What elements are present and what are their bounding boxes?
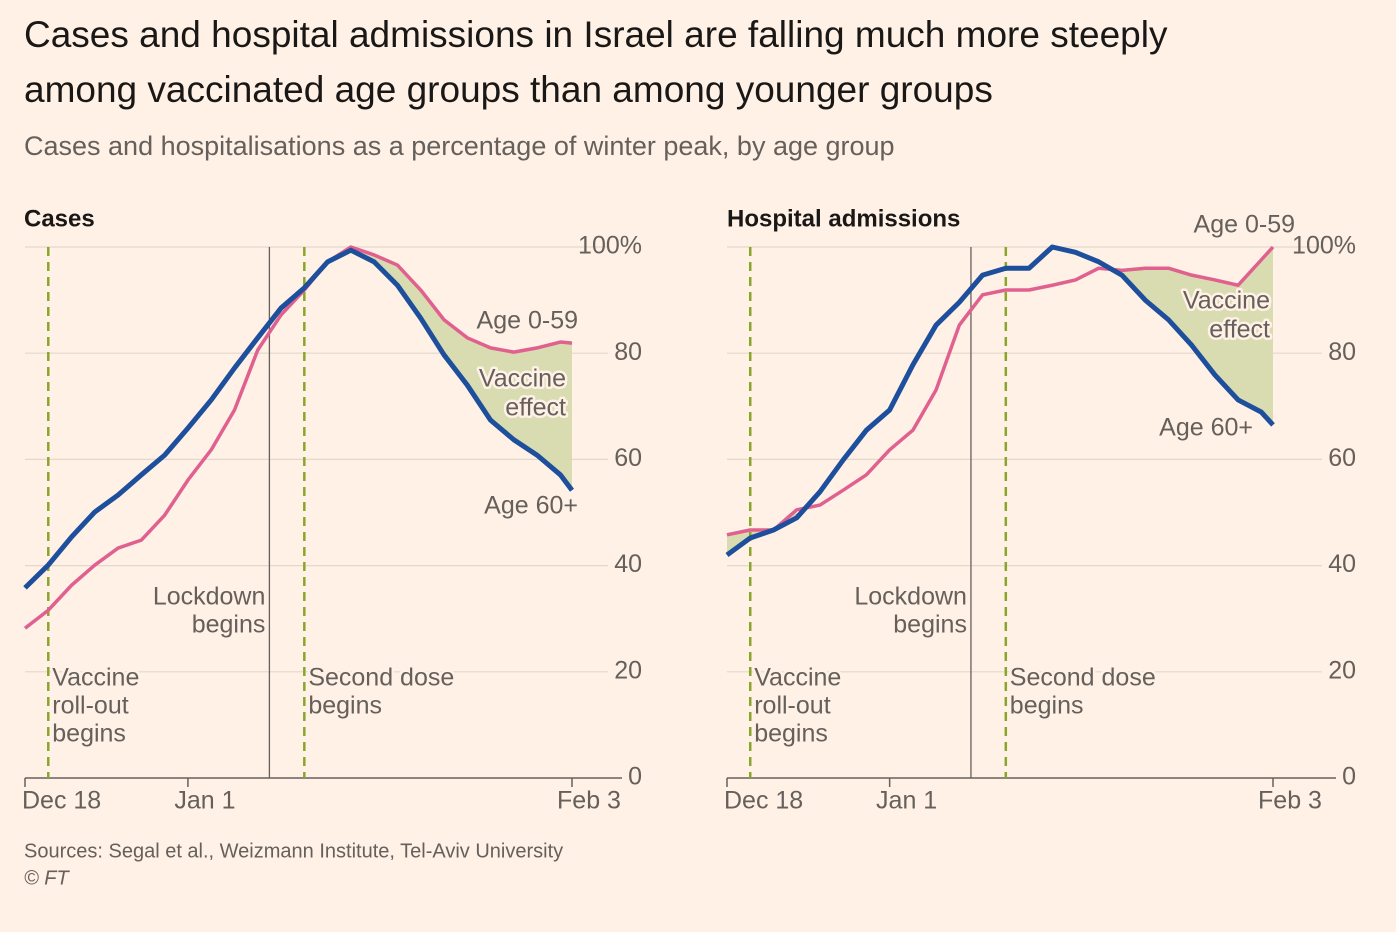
annotation: Vaccine bbox=[479, 365, 566, 393]
event-label: roll-out bbox=[754, 692, 830, 720]
x-tick-label: Feb 3 bbox=[1258, 787, 1322, 815]
event-label: Second dose bbox=[1010, 664, 1156, 692]
title-line: among vaccinated age groups than among y… bbox=[24, 69, 993, 110]
y-tick-label: 20 bbox=[614, 656, 642, 684]
series-line bbox=[23, 247, 574, 590]
credit: © FT bbox=[24, 867, 71, 889]
y-tick-label: 60 bbox=[1328, 444, 1356, 472]
annotation: effect bbox=[505, 394, 566, 422]
event-label: begins bbox=[754, 720, 828, 748]
event-label: begins bbox=[192, 611, 266, 639]
y-tick-label: 100% bbox=[578, 232, 642, 260]
y-tick-label: 40 bbox=[614, 550, 642, 578]
series-line bbox=[726, 245, 1275, 537]
y-tick-label: 40 bbox=[1328, 550, 1356, 578]
x-tick-label: Jan 1 bbox=[876, 787, 937, 815]
annotation: Vaccine bbox=[1183, 287, 1270, 315]
event-label: roll-out bbox=[52, 692, 128, 720]
vaccine-effect-area bbox=[1121, 247, 1273, 425]
y-tick-label: 0 bbox=[1342, 763, 1356, 791]
event-label: Vaccine bbox=[754, 664, 841, 692]
x-tick-label: Feb 3 bbox=[557, 787, 621, 815]
y-tick-label: 0 bbox=[628, 763, 642, 791]
event-label: begins bbox=[893, 611, 967, 639]
panel-title: Cases bbox=[24, 205, 95, 232]
y-tick-label: 80 bbox=[614, 338, 642, 366]
event-label: begins bbox=[308, 692, 382, 720]
title-line: Cases and hospital admissions in Israel … bbox=[24, 14, 1168, 55]
annotation: effect bbox=[1209, 316, 1270, 344]
y-tick-label: 20 bbox=[1328, 656, 1356, 684]
vaccine-effect-area bbox=[327, 247, 572, 491]
y-tick-label: 80 bbox=[1328, 338, 1356, 366]
series-line bbox=[23, 245, 573, 630]
event-label: Lockdown bbox=[854, 583, 967, 611]
series-line bbox=[725, 244, 1275, 557]
subtitle: Cases and hospitalisations as a percenta… bbox=[24, 131, 895, 161]
event-label: begins bbox=[52, 720, 126, 748]
series-label: Age 0-59 bbox=[1194, 211, 1295, 239]
series-label: Age 0-59 bbox=[477, 307, 578, 335]
x-tick-label: Dec 18 bbox=[724, 787, 803, 815]
series-label: Age 60+ bbox=[484, 492, 578, 520]
event-label: Lockdown bbox=[153, 583, 266, 611]
y-tick-label: 100% bbox=[1292, 232, 1356, 260]
series-label: Age 60+ bbox=[1159, 414, 1253, 442]
event-label: Vaccine bbox=[52, 664, 139, 692]
panel-title: Hospital admissions bbox=[727, 205, 960, 232]
event-label: begins bbox=[1010, 692, 1084, 720]
source: Sources: Segal et al., Weizmann Institut… bbox=[24, 840, 563, 862]
x-tick-label: Dec 18 bbox=[22, 787, 101, 815]
x-tick-label: Jan 1 bbox=[174, 787, 235, 815]
y-tick-label: 60 bbox=[614, 444, 642, 472]
event-label: Second dose bbox=[308, 664, 454, 692]
